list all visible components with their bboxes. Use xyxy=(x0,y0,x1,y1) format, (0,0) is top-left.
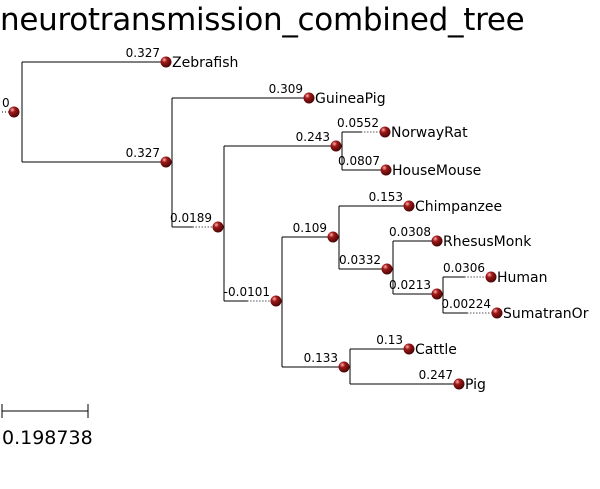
internal-length-label-n7: 0.0213 xyxy=(389,278,431,292)
leaf-length-label-zebrafish: 0.327 xyxy=(126,46,160,60)
leaf-length-label-pig: 0.247 xyxy=(419,368,453,382)
leaf-label-sumatranor: SumatranOr xyxy=(503,306,589,322)
internal-length-label-n3: 0.243 xyxy=(296,130,330,144)
node-n4[interactable] xyxy=(270,295,282,307)
leaf-label-cattle: Cattle xyxy=(415,342,457,358)
internal-length-label-n1: 0.327 xyxy=(126,146,160,160)
node-housemouse[interactable] xyxy=(380,164,392,176)
node-cattle[interactable] xyxy=(403,343,415,355)
leaf-length-label-guineapig: 0.309 xyxy=(269,82,303,96)
scale-bar: 0.198738 xyxy=(1,404,93,449)
leaf-length-label-cattle: 0.13 xyxy=(376,333,403,347)
node-root[interactable] xyxy=(8,106,20,118)
tree-title: neurotransmission_combined_tree xyxy=(0,2,525,38)
node-human[interactable] xyxy=(485,271,497,283)
node-n2[interactable] xyxy=(212,221,224,233)
leaf-length-label-sumatranor: 0.00224 xyxy=(441,297,491,311)
node-chimpanzee[interactable] xyxy=(403,200,415,212)
node-n1[interactable] xyxy=(160,156,172,168)
leaf-length-label-housemouse: 0.0807 xyxy=(338,154,380,168)
node-n7[interactable] xyxy=(431,288,443,300)
leaf-length-label-human: 0.0306 xyxy=(443,261,485,275)
leaf-length-label-norwayrat: 0.0552 xyxy=(337,116,379,130)
node-zebrafish[interactable] xyxy=(160,56,172,68)
node-n5[interactable] xyxy=(327,231,339,243)
node-n6[interactable] xyxy=(381,263,393,275)
leaf-label-guineapig: GuineaPig xyxy=(315,91,386,107)
node-n8[interactable] xyxy=(338,361,350,373)
node-n3[interactable] xyxy=(330,140,342,152)
leaf-length-label-rhesusmonk: 0.0308 xyxy=(389,225,431,239)
leaf-label-human: Human xyxy=(497,270,548,286)
scale-bar-label: 0.198738 xyxy=(2,427,93,449)
root-length-label: 0 xyxy=(2,96,10,110)
internal-length-label-n2: 0.0189 xyxy=(170,211,212,225)
leaf-label-housemouse: HouseMouse xyxy=(392,163,481,179)
leaf-length-label-chimpanzee: 0.153 xyxy=(369,190,403,204)
internal-length-label-n4: -0.0101 xyxy=(224,285,270,299)
internal-length-label-n5: 0.109 xyxy=(293,221,327,235)
leaf-label-pig: Pig xyxy=(465,377,486,393)
node-sumatranor[interactable] xyxy=(491,307,503,319)
internal-length-label-n6: 0.0332 xyxy=(339,253,381,267)
node-guineapig[interactable] xyxy=(303,92,315,104)
leaf-label-rhesusmonk: RhesusMonk xyxy=(443,234,532,250)
internal-length-label-n8: 0.133 xyxy=(304,351,338,365)
leaf-label-chimpanzee: Chimpanzee xyxy=(415,199,502,215)
node-rhesusmonk[interactable] xyxy=(431,235,443,247)
node-norwayrat[interactable] xyxy=(379,126,391,138)
leaf-label-zebrafish: Zebrafish xyxy=(172,55,238,71)
node-pig[interactable] xyxy=(453,378,465,390)
leaf-label-norwayrat: NorwayRat xyxy=(391,125,468,141)
